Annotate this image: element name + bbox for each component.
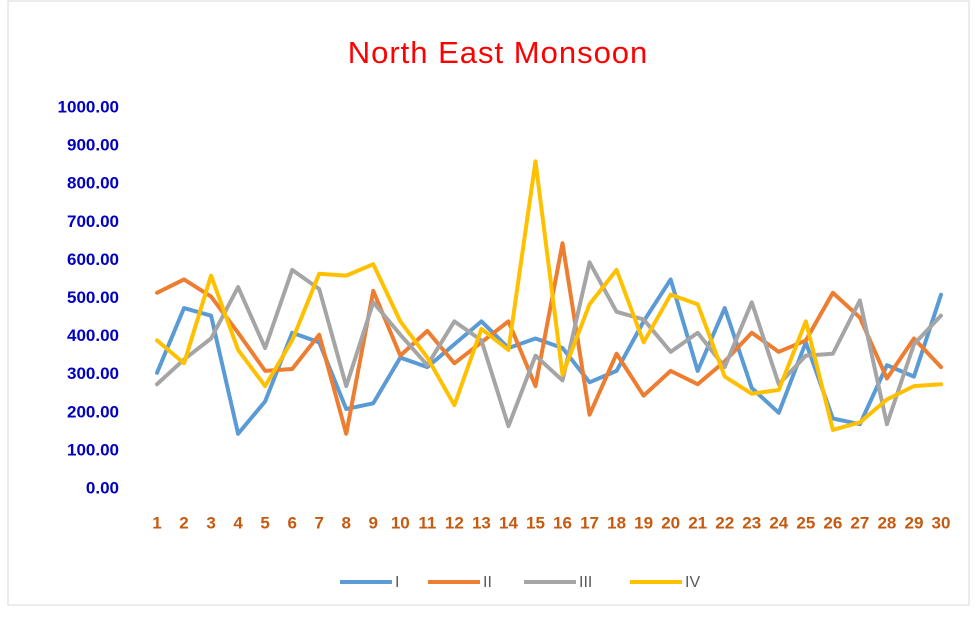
x-tick-label: 21 — [688, 513, 707, 532]
x-tick-label: 12 — [445, 513, 464, 532]
x-tick-label: 14 — [499, 513, 518, 532]
x-tick-label: 15 — [526, 513, 545, 532]
x-tick-label: 17 — [580, 513, 599, 532]
x-tick-label: 8 — [342, 513, 351, 532]
legend-label: I — [395, 574, 399, 591]
x-tick-label: 23 — [742, 513, 761, 532]
y-tick-label: 100.00 — [67, 440, 119, 459]
x-tick-label: 3 — [206, 513, 215, 532]
y-tick-label: 600.00 — [67, 250, 119, 269]
x-tick-label: 29 — [905, 513, 924, 532]
x-tick-label: 10 — [391, 513, 410, 532]
x-tick-label: 11 — [418, 513, 436, 532]
x-tick-label: 13 — [472, 513, 491, 532]
legend-label: IV — [685, 574, 700, 591]
y-tick-label: 800.00 — [67, 174, 119, 193]
x-tick-label: 18 — [607, 513, 626, 532]
series-line — [155, 260, 943, 429]
x-tick-label: 9 — [369, 513, 378, 532]
y-tick-label: 300.00 — [67, 364, 119, 383]
chart-border — [7, 0, 970, 606]
x-tick-label: 28 — [877, 513, 896, 532]
x-tick-label: 4 — [233, 513, 243, 532]
x-tick-label: 24 — [769, 513, 788, 532]
chart-title: North East Monsoon — [348, 35, 649, 70]
y-tick-label: 700.00 — [67, 212, 119, 231]
series-line — [155, 159, 943, 432]
x-tick-label: 20 — [661, 513, 680, 532]
legend-label: II — [483, 574, 492, 591]
y-tick-label: 900.00 — [67, 136, 119, 155]
x-tick-label: 7 — [314, 513, 323, 532]
x-tick-label: 19 — [634, 513, 653, 532]
x-tick-label: 2 — [179, 513, 188, 532]
y-tick-label: 500.00 — [67, 288, 119, 307]
x-tick-label: 25 — [796, 513, 815, 532]
x-tick-label: 5 — [260, 513, 269, 532]
y-tick-label: 200.00 — [67, 402, 119, 421]
legend-label: III — [579, 574, 592, 591]
x-tick-label: 1 — [152, 513, 161, 532]
x-tick-label: 22 — [715, 513, 734, 532]
x-tick-label: 16 — [553, 513, 572, 532]
x-tick-label: 26 — [823, 513, 842, 532]
x-tick-label: 30 — [932, 513, 951, 532]
y-tick-label: 0.00 — [86, 478, 119, 497]
y-tick-label: 400.00 — [67, 326, 119, 345]
x-tick-label: 27 — [850, 513, 869, 532]
x-tick-label: 6 — [287, 513, 296, 532]
y-tick-label: 1000.00 — [58, 97, 119, 116]
